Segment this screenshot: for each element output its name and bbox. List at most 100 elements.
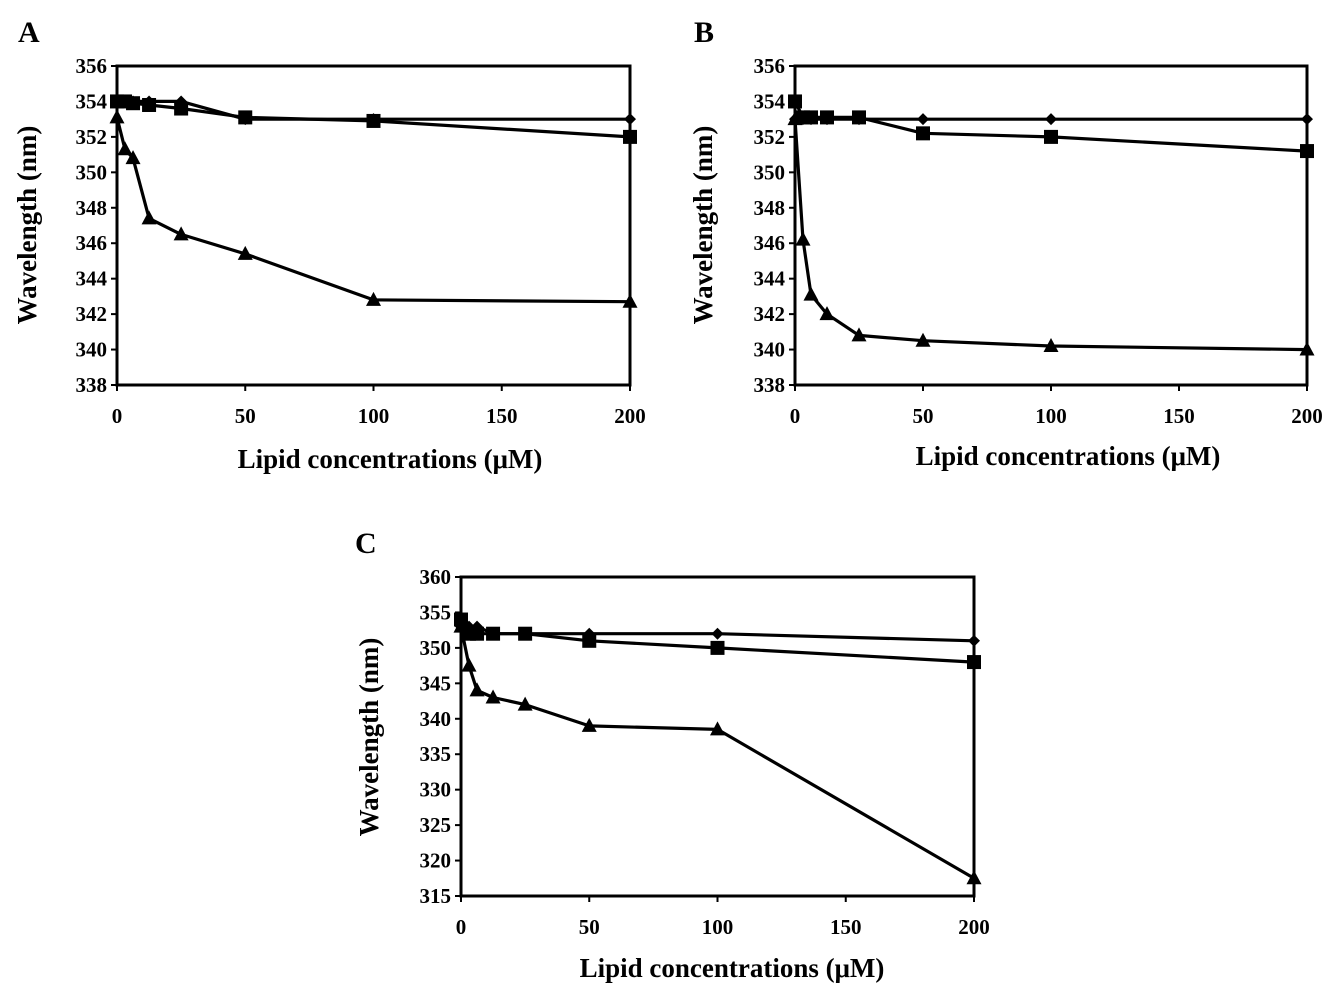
y-tick-label: 348: [76, 196, 108, 220]
data-point-triangle: [622, 293, 638, 308]
y-tick-label: 356: [76, 54, 108, 78]
y-tick-label: 345: [420, 671, 452, 695]
data-point-diamond: [917, 113, 929, 126]
data-point-square: [820, 110, 834, 125]
panel-letter: B: [694, 16, 714, 49]
y-tick-label: 338: [76, 373, 108, 397]
data-point-triangle: [366, 291, 381, 306]
y-tick-label: 355: [420, 600, 452, 624]
data-point-square: [967, 655, 981, 670]
y-tick-label: 315: [420, 884, 452, 908]
data-point-square: [788, 94, 802, 109]
data-point-square: [623, 129, 637, 144]
data-point-triangle: [851, 327, 867, 342]
data-point-triangle: [173, 226, 189, 241]
data-point-square: [142, 97, 157, 112]
data-point-triangle: [1043, 338, 1059, 353]
y-tick-label: 335: [420, 742, 452, 766]
y-tick-label: 342: [76, 302, 108, 326]
x-tick-label: 200: [958, 915, 990, 939]
data-point-triangle: [237, 245, 253, 260]
x-tick-label: 200: [614, 404, 646, 428]
data-point-triangle: [469, 682, 485, 697]
x-tick-label: 50: [913, 404, 934, 428]
data-point-diamond: [624, 113, 636, 126]
x-tick-label: 100: [702, 915, 734, 939]
data-point-triangle: [581, 717, 597, 732]
data-point-triangle: [453, 618, 469, 633]
x-tick-label: 0: [456, 915, 467, 939]
data-point-square: [710, 640, 725, 655]
y-tick-label: 350: [76, 160, 108, 184]
data-point-square: [366, 113, 381, 128]
x-tick-label: 50: [579, 915, 600, 939]
series-line-triangle: [793, 119, 1308, 352]
x-tick-label: 150: [830, 915, 862, 939]
data-point-triangle: [485, 689, 501, 704]
data-point-triangle: [787, 111, 803, 126]
panel-letter: A: [18, 16, 40, 49]
y-tick-label: 342: [754, 302, 786, 326]
x-tick-label: 0: [112, 404, 123, 428]
data-point-square: [804, 110, 818, 125]
y-tick-label: 344: [76, 267, 108, 291]
y-tick-label: 344: [754, 267, 786, 291]
y-tick-label: 320: [420, 849, 452, 873]
data-point-square: [916, 126, 930, 141]
y-tick-label: 348: [754, 196, 786, 220]
y-tick-label: 360: [420, 565, 452, 589]
x-axis-title: Lipid concentrations (μM): [916, 441, 1221, 471]
data-point-triangle: [141, 210, 157, 225]
y-tick-label: 350: [754, 160, 786, 184]
data-point-triangle: [966, 870, 982, 885]
data-point-square: [582, 633, 597, 648]
y-tick-label: 346: [754, 231, 786, 255]
data-point-square: [174, 101, 189, 116]
data-point-square: [1300, 144, 1314, 159]
y-tick-label: 350: [420, 636, 452, 660]
x-tick-label: 100: [358, 404, 390, 428]
y-tick-label: 338: [754, 373, 786, 397]
x-tick-label: 150: [486, 404, 518, 428]
y-tick-label: 354: [754, 89, 786, 113]
data-point-triangle: [915, 332, 931, 347]
data-point-diamond: [1301, 113, 1313, 126]
data-point-square: [126, 96, 141, 111]
data-point-triangle: [109, 109, 125, 124]
y-tick-label: 340: [76, 338, 108, 362]
y-tick-label: 340: [754, 338, 786, 362]
y-tick-label: 352: [76, 125, 108, 149]
x-tick-label: 100: [1035, 404, 1067, 428]
y-tick-label: 356: [754, 54, 786, 78]
chart-panel-b: B 338 340 342 344 346 348 350 352 354 356 0 50 100 150…: [688, 16, 1323, 471]
plot-frame: [459, 575, 976, 898]
data-point-triangle: [117, 141, 133, 156]
x-axis-title: Lipid concentrations (μM): [580, 953, 885, 983]
y-axis-title: Wavelength (nm): [354, 638, 384, 837]
y-axis-title: Wavelength (nm): [688, 126, 718, 325]
data-point-triangle: [710, 721, 725, 736]
x-tick-label: 200: [1291, 404, 1323, 428]
x-tick-label: 150: [1163, 404, 1195, 428]
data-point-square: [518, 626, 533, 641]
x-axis-title: Lipid concentrations (μM): [238, 444, 543, 474]
data-point-diamond: [968, 634, 980, 647]
data-point-diamond: [1045, 113, 1057, 126]
y-axis-title: Wavelength (nm): [12, 126, 42, 325]
data-point-square: [238, 110, 253, 125]
chart-panel-c: C 315 320 325 330 335 340 345 350 355 360 0 50 100 150…: [354, 527, 990, 983]
y-tick-label: 346: [76, 231, 108, 255]
y-tick-label: 325: [420, 813, 452, 837]
y-tick-label: 340: [420, 707, 452, 731]
data-point-diamond: [711, 627, 724, 640]
data-point-triangle: [819, 306, 835, 321]
data-point-square: [852, 110, 866, 125]
data-point-square: [486, 626, 501, 641]
data-point-triangle: [125, 150, 141, 165]
data-point-triangle: [795, 231, 811, 246]
data-point-square: [1044, 129, 1058, 144]
y-tick-label: 354: [76, 89, 108, 113]
y-tick-label: 330: [420, 778, 452, 802]
x-tick-label: 50: [235, 404, 256, 428]
